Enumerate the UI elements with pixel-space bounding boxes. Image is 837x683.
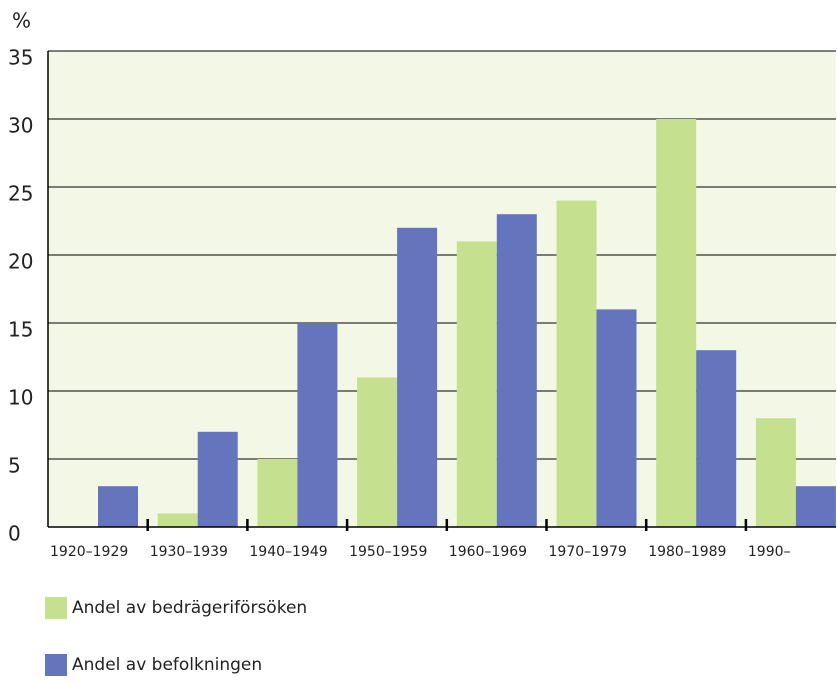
- bar: [656, 119, 697, 527]
- y-tick-label: 25: [8, 182, 33, 206]
- x-tick-label: 1940–1949: [249, 544, 327, 560]
- bar: [357, 377, 398, 527]
- legend-label: Andel av befolkningen: [72, 655, 262, 675]
- bar: [755, 418, 796, 527]
- x-tick-label: 1970–1979: [549, 544, 627, 560]
- bar: [456, 241, 497, 527]
- y-tick-label: 0: [8, 522, 21, 546]
- y-tick-label: 30: [8, 114, 33, 138]
- y-tick-label: 20: [8, 250, 33, 274]
- y-tick-label: 35: [8, 46, 33, 70]
- bar: [596, 309, 637, 527]
- bar: [157, 513, 198, 527]
- x-tick-label: 1920–1929: [50, 544, 128, 560]
- bar: [397, 227, 438, 528]
- y-tick-label: 5: [8, 454, 21, 478]
- bar: [556, 200, 597, 527]
- x-tick-label: 1950–1959: [349, 544, 427, 560]
- x-tick-label: 1930–1939: [150, 544, 228, 560]
- bar: [257, 459, 298, 527]
- x-tick-label: 1960–1969: [449, 544, 527, 560]
- x-tick-label: 1990–: [748, 544, 791, 560]
- legend-swatch: [45, 654, 67, 676]
- y-tick-label: 15: [8, 318, 33, 342]
- bar: [98, 486, 138, 527]
- bar: [297, 323, 338, 527]
- bar: [696, 350, 737, 527]
- bar: [197, 431, 238, 527]
- bar: [496, 214, 537, 527]
- bar: [795, 486, 836, 527]
- legend-swatch: [45, 597, 67, 619]
- legend-label: Andel av bedrägeriförsöken: [72, 598, 307, 618]
- y-tick-label: 10: [8, 386, 33, 410]
- x-tick-label: 1980–1989: [648, 544, 726, 560]
- y-axis-label: %: [12, 9, 31, 33]
